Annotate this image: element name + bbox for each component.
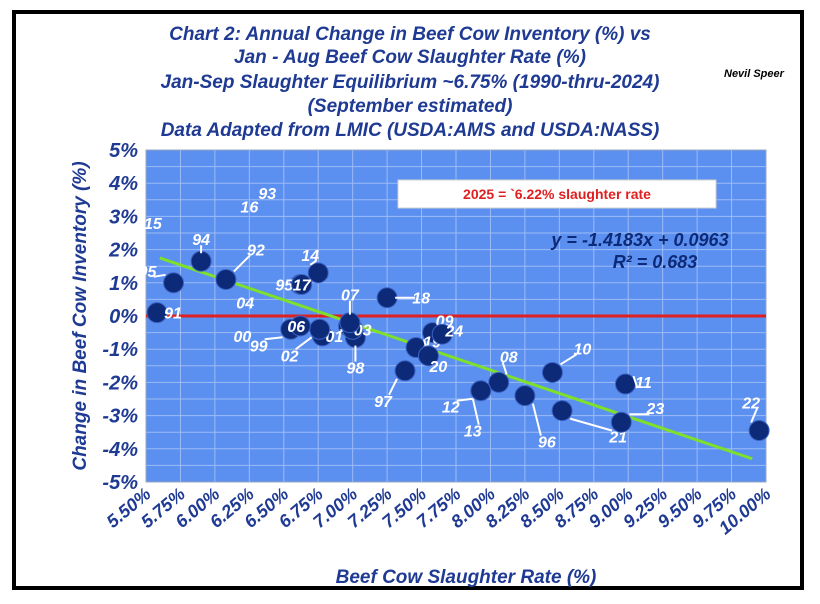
data-label: 99 [250,338,268,355]
data-point [394,360,416,382]
data-label-leader [388,378,398,396]
data-label: 04 [236,296,254,313]
chart-title-line-2: Jan - Aug Beef Cow Slaughter Rate (%) [234,47,586,68]
data-label: 13 [464,424,482,441]
data-label: 07 [341,288,360,305]
data-label: 97 [374,394,393,411]
data-label-leader [501,362,508,375]
y-tick-label: -1% [102,339,138,361]
data-label-leader [632,375,639,389]
data-point [163,272,185,294]
data-point [291,273,313,295]
data-label: 00 [234,329,252,346]
data-point [514,385,536,407]
data-point [309,318,331,340]
data-label-leader [233,254,251,273]
y-tick-label: -3% [102,406,138,428]
chart-title-line-5: Data Adapted from LMIC (USDA:AMS and USD… [160,120,660,141]
data-label: 92 [247,242,265,259]
chart-title-line-4: (September estimated) [307,96,513,117]
data-label: 06 [287,319,305,336]
data-label-leader [750,408,759,423]
data-point [610,411,632,433]
data-label: 08 [500,349,518,366]
data-label-leader [569,417,613,432]
data-label: 18 [412,291,430,308]
data-label-leader [471,398,480,425]
y-tick-label: 3% [109,206,138,228]
data-label: 05 [139,264,158,281]
data-point [215,268,237,290]
data-label: 16 [240,199,258,216]
data-label: 23 [645,401,664,418]
data-point [431,323,453,345]
data-label: 21 [608,430,627,447]
y-axis-label: Change in Beef Cow Inventory (%) [70,161,91,470]
callout-box [397,179,717,209]
data-label: 24 [444,323,463,340]
data-label-leader [264,336,283,341]
data-point [551,400,573,422]
data-label: 14 [301,248,319,265]
data-label: 98 [347,361,365,378]
y-tick-label: -2% [102,372,138,394]
y-tick-label: 2% [108,240,138,262]
data-label: 11 [635,375,652,392]
data-point [748,420,770,442]
data-point [376,287,398,309]
data-label: 20 [429,359,448,376]
data-label-leader [309,260,317,266]
data-point [470,380,492,402]
data-label: 91 [164,306,182,323]
data-label-leader [559,353,577,366]
data-label-leader [531,403,542,436]
data-point [541,361,563,383]
y-tick-label: 4% [108,173,138,195]
y-tick-label: -5% [102,472,138,494]
data-label: 10 [574,341,592,358]
data-label: 94 [192,232,210,249]
trendline-equation: y = -1.4183x + 0.0963 [550,230,728,250]
data-label: 02 [281,348,299,365]
data-label: 17 [293,277,312,294]
y-tick-label: 1% [109,273,138,295]
chart-title-line-1: Chart 2: Annual Change in Beef Cow Inven… [169,24,651,45]
y-tick-label: 5% [109,140,138,162]
data-label: 95 [275,277,294,294]
data-point [488,371,510,393]
data-point [339,312,361,334]
data-label: 15 [144,216,163,233]
data-label: 01 [325,329,343,346]
data-point [614,373,636,395]
y-tick-label: -4% [102,439,138,461]
data-label: 96 [538,435,556,452]
data-point [307,262,329,284]
data-label: 22 [741,396,760,413]
data-label-leader [456,397,473,402]
author-credit: Nevil Speer [724,68,784,80]
callout-text: 2025 = `6.22% slaughter rate [463,186,651,202]
data-point [289,315,311,337]
data-label-leader [295,336,313,351]
x-axis-label: Beef Cow Slaughter Rate (%) [336,567,597,588]
data-label: 93 [258,186,276,203]
data-label: 12 [442,400,460,417]
trendline [159,256,753,461]
trendline-r-squared: R² = 0.683 [613,252,698,272]
data-label-leader [153,273,166,278]
data-point [417,345,439,367]
data-point [190,250,212,272]
y-tick-label: 0% [109,306,138,328]
chart-title-line-3: Jan-Sep Slaughter Equilibrium ~6.75% (19… [160,72,660,93]
